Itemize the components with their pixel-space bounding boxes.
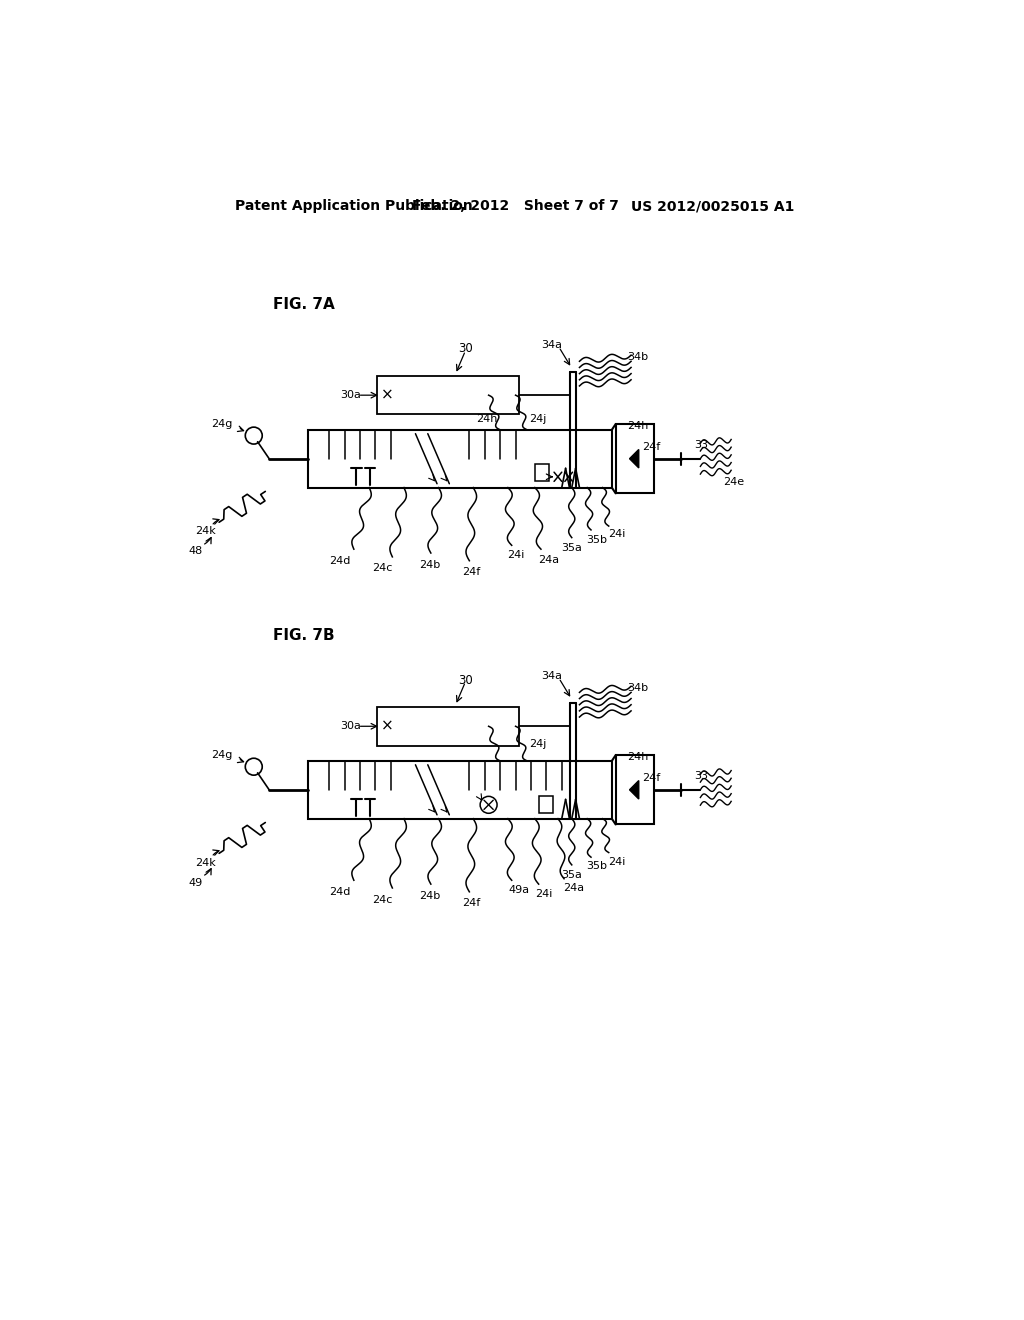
Text: 24c: 24c [372, 895, 392, 904]
Text: 24f: 24f [463, 568, 481, 577]
Text: 24f: 24f [463, 899, 481, 908]
Text: 24f: 24f [643, 442, 660, 453]
Text: 30: 30 [458, 673, 473, 686]
Bar [535, 465, 549, 482]
Polygon shape [630, 780, 639, 799]
Text: 24g: 24g [211, 418, 232, 429]
Text: 24i: 24i [507, 550, 524, 560]
Text: 24i: 24i [536, 890, 553, 899]
Text: 24h: 24h [476, 414, 498, 424]
Text: 35a: 35a [561, 870, 583, 880]
Text: 24e: 24e [724, 477, 744, 487]
Text: 24g: 24g [211, 750, 232, 760]
Text: 24h: 24h [628, 752, 648, 762]
Bar [615, 424, 654, 494]
Text: 24k: 24k [195, 858, 216, 867]
Text: 34a: 34a [541, 341, 562, 350]
Text: 24c: 24c [372, 564, 392, 573]
Text: 24a: 24a [563, 883, 584, 892]
Text: 24d: 24d [330, 556, 350, 566]
Text: 24a: 24a [538, 554, 559, 565]
Text: 24b: 24b [419, 891, 440, 900]
Text: 34b: 34b [628, 682, 648, 693]
Bar [377, 376, 519, 414]
Text: ×: × [381, 719, 394, 734]
Text: FIG. 7A: FIG. 7A [273, 297, 335, 313]
Text: ×: × [381, 388, 394, 403]
Bar [307, 430, 611, 487]
Text: 30a: 30a [341, 721, 361, 731]
Text: Feb. 2, 2012   Sheet 7 of 7: Feb. 2, 2012 Sheet 7 of 7 [412, 199, 618, 213]
Text: 24i: 24i [607, 529, 625, 539]
Text: 24j: 24j [529, 739, 547, 748]
Text: US 2012/0025015 A1: US 2012/0025015 A1 [631, 199, 795, 213]
Text: 24d: 24d [330, 887, 350, 896]
Text: 24k: 24k [195, 527, 216, 536]
Text: 24f: 24f [643, 774, 660, 783]
Text: 33: 33 [694, 440, 709, 450]
Text: 34a: 34a [541, 672, 562, 681]
Text: 34b: 34b [628, 351, 648, 362]
Text: 30a: 30a [341, 391, 361, 400]
Bar [377, 708, 519, 746]
Bar [307, 760, 611, 818]
Text: Patent Application Publication: Patent Application Publication [234, 199, 472, 213]
Text: FIG. 7B: FIG. 7B [273, 628, 335, 643]
Text: 24b: 24b [419, 560, 440, 569]
Polygon shape [630, 449, 639, 469]
Bar [615, 755, 654, 825]
Text: 49: 49 [188, 878, 203, 887]
Text: 24j: 24j [529, 414, 547, 424]
Text: 35a: 35a [561, 543, 583, 553]
Text: 35b: 35b [586, 862, 607, 871]
Text: 49a: 49a [509, 886, 530, 895]
Text: 30: 30 [458, 342, 473, 355]
Bar [539, 796, 553, 813]
Text: 24h: 24h [628, 421, 648, 430]
Text: 33: 33 [694, 771, 709, 781]
Text: 48: 48 [188, 546, 203, 557]
Text: 35b: 35b [586, 535, 607, 545]
Text: 24i: 24i [607, 857, 625, 867]
